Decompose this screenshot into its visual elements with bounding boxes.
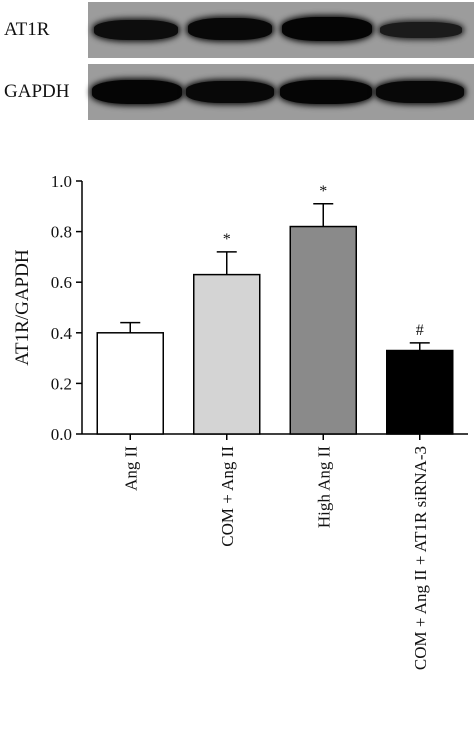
blot-panel-gapdh — [88, 64, 474, 120]
blot-band — [280, 80, 372, 104]
blot-band — [94, 20, 178, 40]
y-tick-label: 0.8 — [51, 223, 72, 242]
x-tick-label: High Ang II — [314, 446, 333, 529]
bar — [193, 273, 261, 435]
blot-band — [376, 81, 464, 103]
y-tick-label: 0.6 — [51, 273, 72, 292]
y-tick-label: 0.4 — [51, 324, 73, 343]
blot-label-gapdh: GAPDH — [4, 81, 70, 102]
blot-band — [186, 81, 274, 103]
blot-row-at1r: AT1R — [0, 0, 474, 60]
blot-panel-at1r — [88, 2, 474, 58]
x-tick-label: COM + Ang II — [218, 446, 237, 547]
blot-label-at1r: AT1R — [4, 19, 50, 40]
blot-band — [380, 22, 462, 38]
y-axis-label: AT1R/GAPDH — [12, 249, 33, 365]
blot-band — [282, 17, 372, 41]
y-tick-label: 0.0 — [51, 425, 72, 444]
significance-mark: * — [223, 231, 231, 248]
bar — [96, 332, 164, 435]
blot-band — [188, 18, 272, 40]
y-tick-label: 0.2 — [51, 374, 72, 393]
bar — [289, 225, 357, 435]
significance-mark: * — [319, 183, 327, 200]
blot-band — [92, 80, 182, 104]
significance-mark: # — [416, 322, 424, 339]
x-tick-label: COM + Ang II + AT1R siRNA-3 — [411, 446, 430, 670]
blot-row-gapdh: GAPDH — [0, 62, 474, 122]
y-tick-label: 1.0 — [51, 172, 72, 191]
bar — [386, 349, 454, 435]
x-tick-label: Ang II — [121, 446, 140, 491]
